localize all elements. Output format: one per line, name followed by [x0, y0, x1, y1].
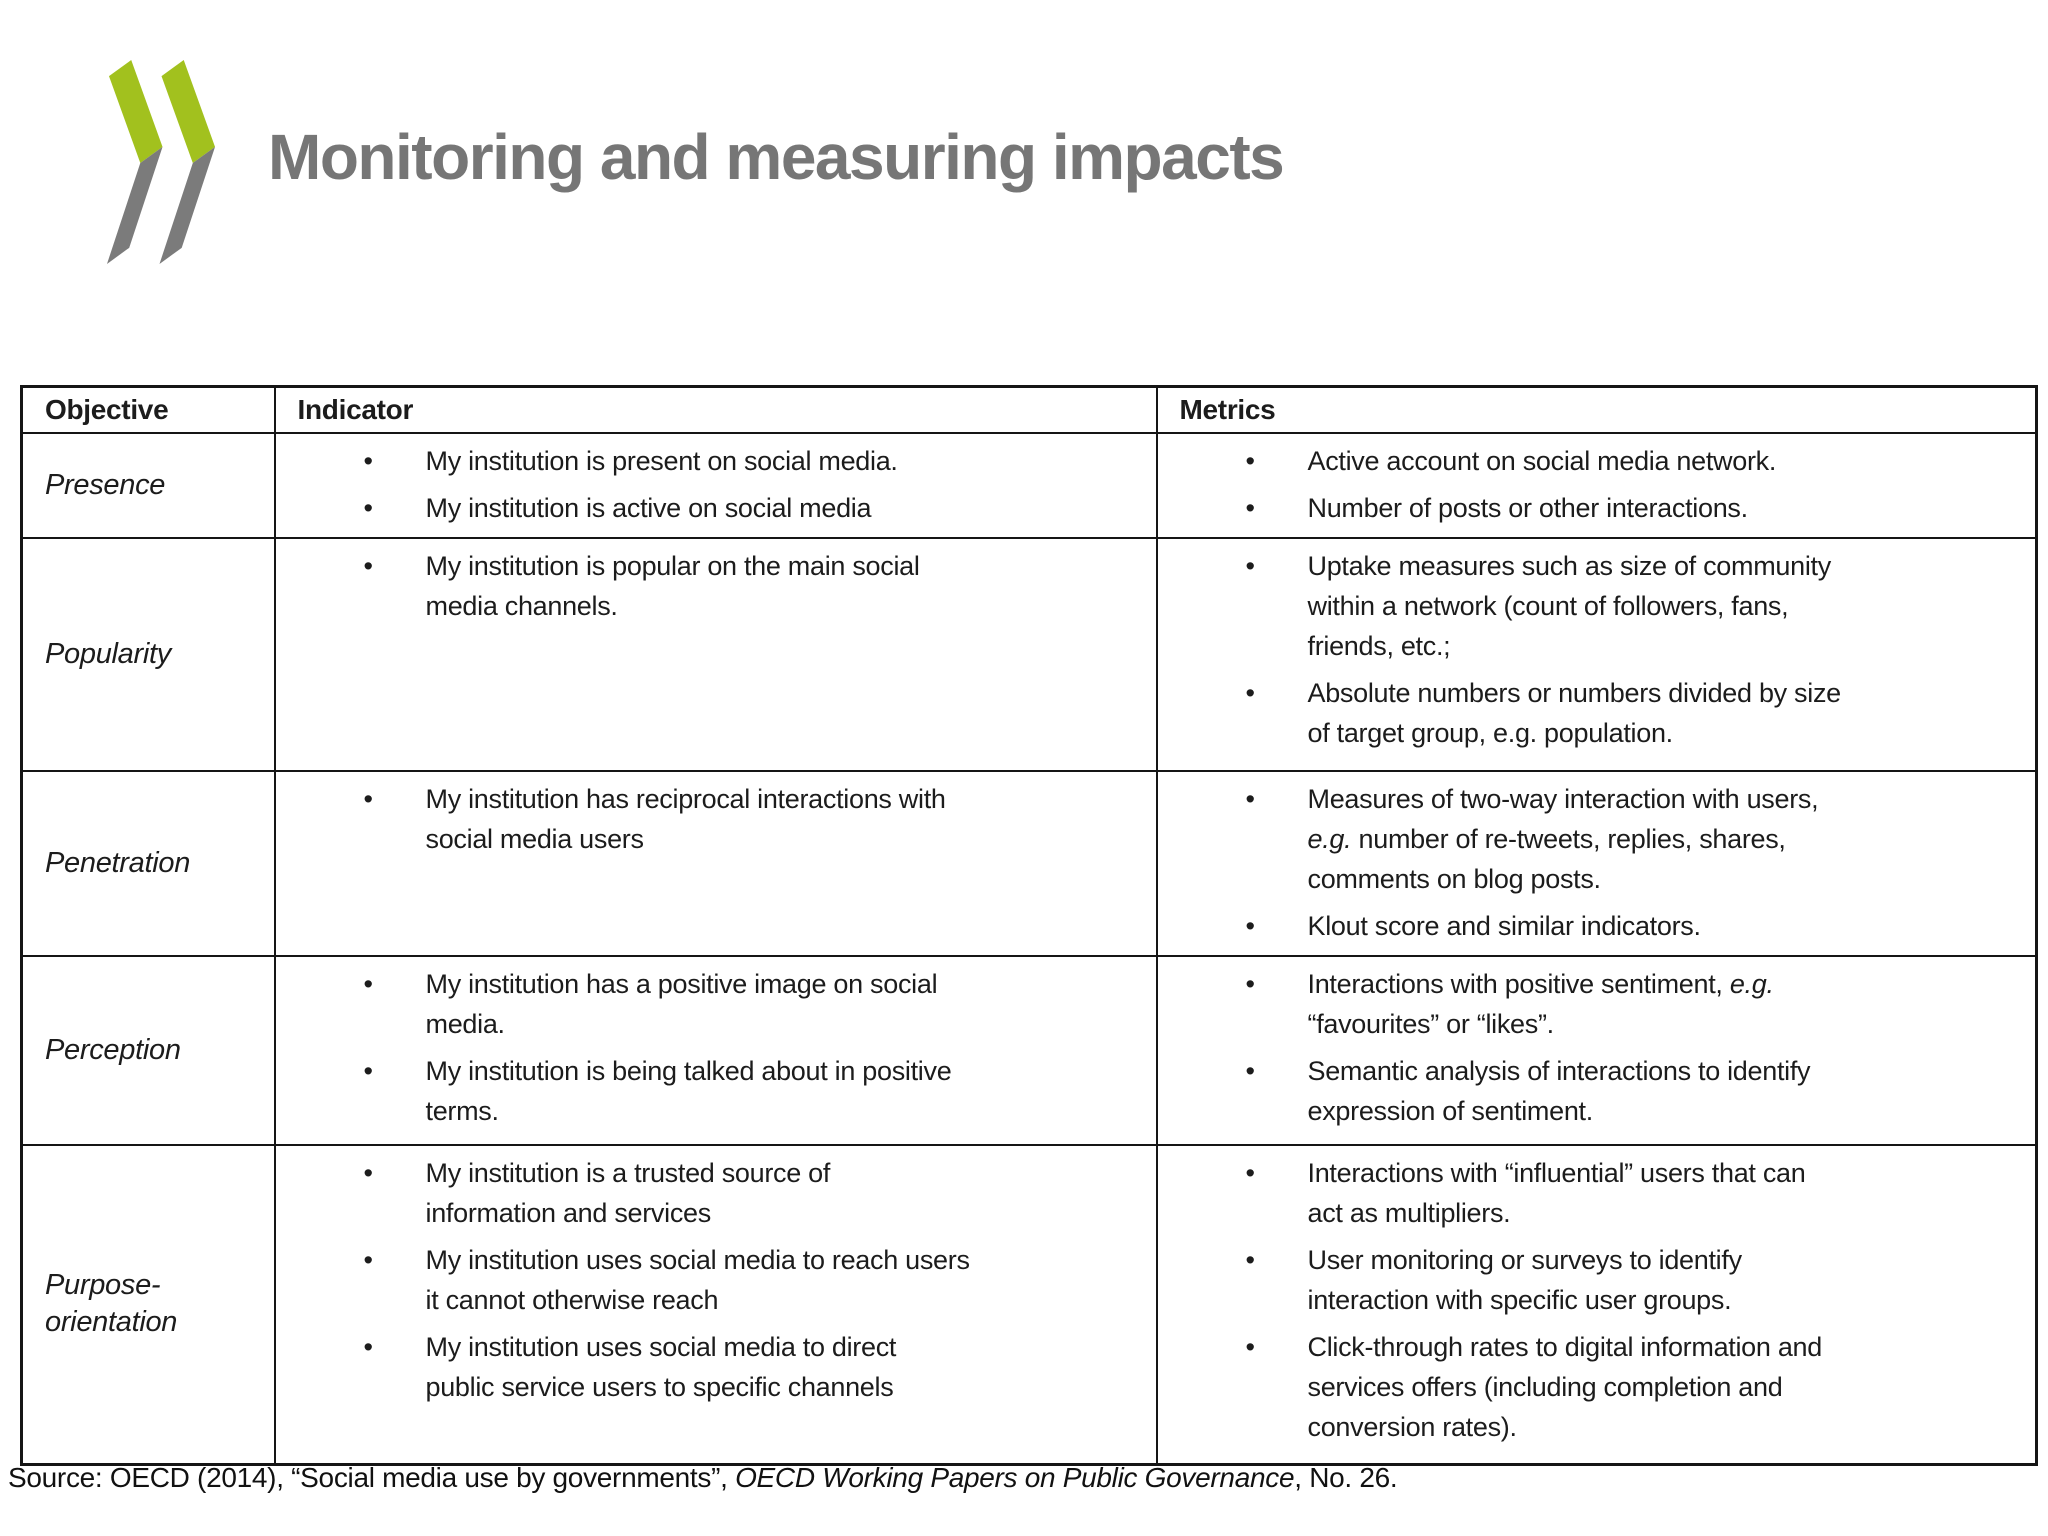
col-header-indicator: Indicator	[273, 385, 1158, 434]
indicator-cell: My institution has reciprocal interactio…	[273, 769, 1158, 957]
table-row: PenetrationMy institution has reciprocal…	[20, 769, 2038, 957]
table-row: PerceptionMy institution has a positive …	[20, 954, 2038, 1146]
bullet-item: My institution is present on social medi…	[276, 441, 1138, 481]
metrics-cell: Active account on social media network. N…	[1155, 431, 2038, 539]
impact-table: Objective Indicator Metrics PresenceMy i…	[20, 385, 2038, 1466]
objective-cell: Perception	[20, 954, 276, 1146]
table-row: PopularityMy institution is popular on t…	[20, 536, 2038, 772]
metrics-cell: Uptake measures such as size of communit…	[1155, 536, 2038, 772]
bullet-item: Semantic analysis of interactions to ide…	[1158, 1051, 2018, 1131]
col-header-objective: Objective	[20, 385, 276, 434]
chevron-2	[159, 60, 216, 264]
bullet-item: My institution is popular on the main so…	[276, 546, 1138, 626]
objective-cell: Penetration	[20, 769, 276, 957]
indicator-cell: My institution is popular on the main so…	[273, 536, 1158, 772]
bullet-item: My institution has a positive image on s…	[276, 964, 1138, 1044]
indicator-cell: My institution is present on social medi…	[273, 431, 1158, 539]
col-header-metrics: Metrics	[1155, 385, 2038, 434]
bullet-item: My institution is being talked about in …	[276, 1051, 1138, 1131]
bullet-item: My institution has reciprocal interactio…	[276, 779, 1138, 859]
page-title: Monitoring and measuring impacts	[268, 121, 1285, 193]
header-row: Objective Indicator Metrics	[20, 385, 2038, 434]
metrics-cell: Interactions with “influential” users th…	[1155, 1143, 2038, 1466]
bullet-item: Interactions with positive sentiment, e.…	[1158, 964, 2018, 1044]
bullet-item: Measures of two-way interaction with use…	[1158, 779, 2018, 899]
bullet-item: My institution is active on social media	[276, 488, 1138, 528]
source-text: Source: OECD (2014), “Social media use b…	[8, 1462, 1398, 1493]
bullet-item: Active account on social media network.	[1158, 441, 2018, 481]
bullet-item: Klout score and similar indicators.	[1158, 906, 2018, 946]
objective-cell: Purpose- orientation	[20, 1143, 276, 1466]
bullet-item: My institution uses social media to dire…	[276, 1327, 1138, 1407]
indicator-cell: My institution has a positive image on s…	[273, 954, 1158, 1146]
chevron-1	[106, 60, 163, 264]
metrics-cell: Interactions with positive sentiment, e.…	[1155, 954, 2038, 1146]
bullet-item: Click-through rates to digital informati…	[1158, 1327, 2018, 1447]
table-row: PresenceMy institution is present on soc…	[20, 431, 2038, 539]
bullet-item: Interactions with “influential” users th…	[1158, 1153, 2018, 1233]
objective-cell: Popularity	[20, 536, 276, 772]
table-row: Purpose- orientationMy institution is a …	[20, 1143, 2038, 1466]
bullet-item: My institution uses social media to reac…	[276, 1240, 1138, 1320]
bullet-item: My institution is a trusted source of in…	[276, 1153, 1138, 1233]
metrics-cell: Measures of two-way interaction with use…	[1155, 769, 2038, 957]
oecd-logo	[106, 60, 216, 272]
oecd-chevrons-icon	[106, 60, 216, 264]
bullet-item: Number of posts or other interactions.	[1158, 488, 2018, 528]
objective-cell: Presence	[20, 431, 276, 539]
bullet-item: Uptake measures such as size of communit…	[1158, 546, 2018, 666]
bullet-item: User monitoring or surveys to identify i…	[1158, 1240, 2018, 1320]
indicator-cell: My institution is a trusted source of in…	[273, 1143, 1158, 1466]
bullet-item: Absolute numbers or numbers divided by s…	[1158, 673, 2018, 753]
